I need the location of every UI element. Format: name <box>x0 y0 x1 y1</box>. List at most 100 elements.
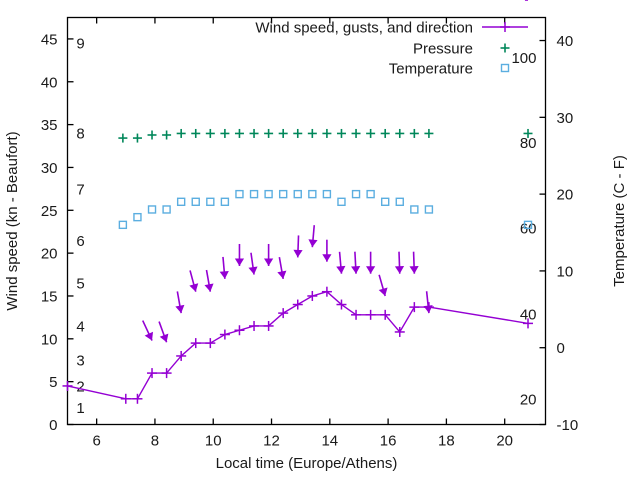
beaufort-label: 2 <box>76 378 84 395</box>
x-axis-ticks: 6 8 10 12 14 16 18 20 <box>92 17 513 450</box>
y-left-tick-label: 35 <box>41 117 58 134</box>
y-left-tick-label: 30 <box>41 160 58 177</box>
gust-arrow-head <box>175 304 185 314</box>
temperature-marker <box>235 189 244 199</box>
fahrenheit-label: 80 <box>520 135 537 152</box>
beaufort-label: 1 <box>76 400 84 417</box>
x-tick-label: 6 <box>92 433 100 450</box>
x-tick-label: 10 <box>205 433 222 450</box>
legend-item-wind-speed[interactable]: Wind speed, gusts, and direction <box>255 20 473 37</box>
y-right-tick-label: 0 <box>557 340 565 357</box>
gust-arrow-head <box>248 266 258 275</box>
gust-arrow-head <box>423 305 433 314</box>
beaufort-label: 6 <box>76 233 84 250</box>
legend-item-pressure[interactable]: Pressure <box>413 41 473 58</box>
temperature-marker <box>366 189 375 199</box>
y-left-tick-label: 0 <box>49 417 57 434</box>
series-wind-speed-markers <box>62 286 534 404</box>
x-axis-title: Local time (Europe/Athens) <box>216 455 398 472</box>
temperature-marker <box>322 189 332 199</box>
gust-arrow-head <box>366 266 376 274</box>
gust-arrow-head <box>189 283 199 292</box>
beaufort-scale-labels: 1 2 3 4 5 6 7 8 9 <box>76 36 84 417</box>
y-right-tick-label: 10 <box>557 263 574 280</box>
fahrenheit-label: 40 <box>520 306 537 323</box>
y-left-tick-label: 40 <box>41 74 58 91</box>
gust-arrow-head <box>234 258 245 266</box>
y-left-tick-label: 10 <box>41 331 58 348</box>
fahrenheit-label: 20 <box>520 392 537 409</box>
legend-key-marker-temperature <box>500 63 510 73</box>
temperature-marker <box>162 205 171 214</box>
gust-arrow-head <box>159 333 169 343</box>
x-tick-label: 18 <box>438 433 455 450</box>
y-right-tick-label: -10 <box>557 417 579 434</box>
y-right-tick-label: 40 <box>557 33 574 50</box>
temperature-marker <box>278 189 288 199</box>
temperature-marker <box>337 197 346 207</box>
gust-arrow-head <box>277 270 287 279</box>
gust-arrow-head <box>219 270 229 279</box>
x-tick-label: 14 <box>321 433 338 450</box>
beaufort-label: 4 <box>76 318 84 335</box>
gust-arrow-head <box>378 287 388 296</box>
temperature-marker <box>133 212 142 222</box>
beaufort-label: 3 <box>76 353 84 370</box>
temperature-marker <box>118 220 128 230</box>
x-tick-label: 8 <box>151 433 159 450</box>
series-gust-direction-arrows <box>142 0 529 343</box>
fahrenheit-label: 100 <box>511 50 536 67</box>
temperature-marker <box>410 205 419 214</box>
temperature-marker <box>293 189 302 199</box>
gust-arrow-head <box>204 283 214 292</box>
y-axis-left-title: Wind speed (kn - Beaufort) <box>4 131 21 310</box>
legend-marker-keys <box>482 22 528 73</box>
series-temperature <box>118 189 533 230</box>
y-left-tick-label: 45 <box>41 31 58 48</box>
temperature-marker <box>523 220 533 230</box>
temperature-marker <box>147 205 157 214</box>
temperature-marker <box>264 189 273 199</box>
temperature-marker <box>380 197 390 207</box>
temperature-marker <box>191 197 200 207</box>
gust-arrow-head <box>293 249 303 258</box>
temperature-marker <box>220 197 230 207</box>
temperature-marker <box>424 205 434 214</box>
temperature-marker <box>308 189 317 199</box>
x-tick-label: 16 <box>380 433 397 450</box>
x-tick-label: 20 <box>496 433 513 450</box>
gust-arrow-head <box>351 265 361 274</box>
beaufort-label: 9 <box>76 36 84 53</box>
gust-arrow-head <box>409 266 419 274</box>
temperature-marker <box>176 197 186 207</box>
y-left-tick-label: 15 <box>41 288 58 305</box>
y-right-tick-label: 20 <box>557 187 574 204</box>
y-right-tick-label: 30 <box>557 110 574 127</box>
gust-arrow-head <box>308 239 318 248</box>
gust-arrow-head <box>394 266 405 274</box>
temperature-marker <box>206 197 215 207</box>
temperature-marker <box>395 197 404 207</box>
series-pressure <box>118 128 533 143</box>
y-axis-right-title: Temperature (C - F) <box>611 155 628 287</box>
y-left-tick-label: 20 <box>41 246 58 263</box>
beaufort-label: 8 <box>76 126 84 143</box>
gust-arrow-head <box>336 265 346 274</box>
beaufort-label: 7 <box>76 181 84 198</box>
gust-arrow-head <box>322 254 332 262</box>
temperature-marker <box>249 189 259 199</box>
gust-arrow-head <box>264 258 274 266</box>
legend-item-temperature[interactable]: Temperature <box>389 61 473 78</box>
plot-frame <box>66 16 547 426</box>
gust-arrow-head <box>144 331 154 341</box>
chart-legend: Wind speed, gusts, and direction Pressur… <box>255 20 528 78</box>
y-left-tick-label: 25 <box>41 203 58 220</box>
y-axis-right-ticks: -10 0 10 20 30 40 <box>539 33 579 434</box>
y-axis-left-ticks: 0 5 10 15 20 25 30 35 40 45 <box>41 31 74 434</box>
y-left-tick-label: 5 <box>49 374 57 391</box>
x-tick-label: 12 <box>263 433 280 450</box>
beaufort-label: 5 <box>76 276 84 293</box>
